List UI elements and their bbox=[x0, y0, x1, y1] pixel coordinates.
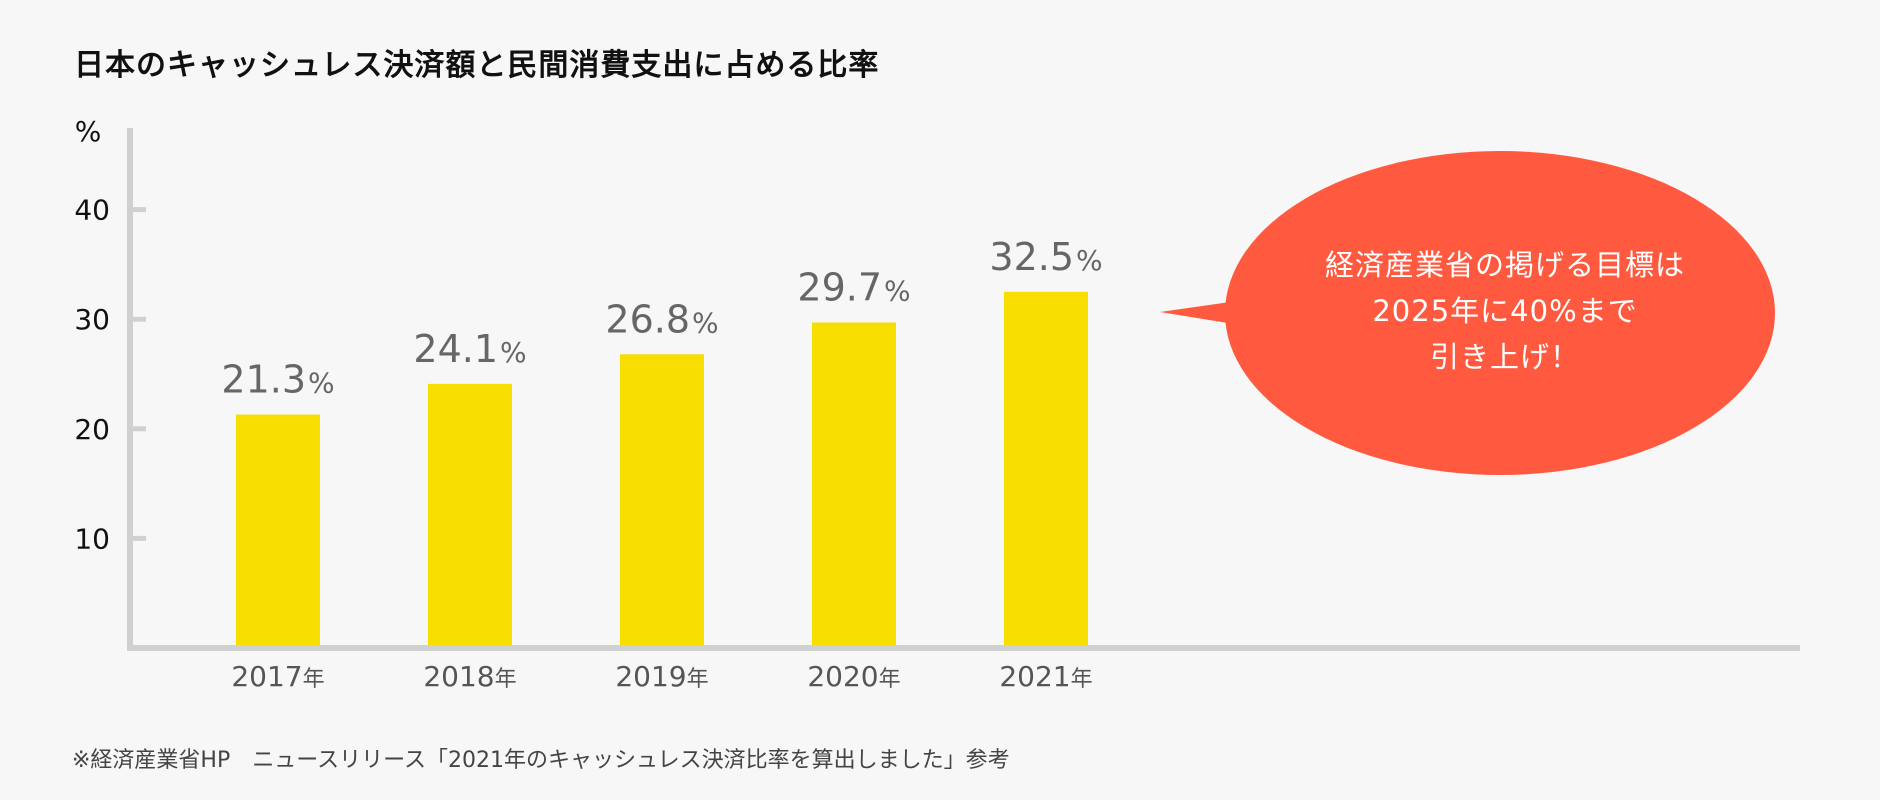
bars-layer bbox=[236, 291, 1088, 648]
bar-2019 bbox=[620, 354, 704, 648]
y-tick-label-10: 10 bbox=[74, 522, 110, 555]
category-label-2021: 2021年 bbox=[999, 660, 1092, 693]
chart-title: 日本のキャッシュレス決済額と民間消費支出に占める比率 bbox=[74, 48, 880, 83]
source-note: ※経済産業省HP ニュースリリース「2021年のキャッシュレス決済比率を算出しま… bbox=[72, 748, 1010, 773]
callout-line-1: 経済産業省の掲げる目標は bbox=[1325, 248, 1685, 282]
category-label-2018: 2018年 bbox=[423, 660, 516, 693]
category-label-2020: 2020年 bbox=[807, 660, 900, 693]
y-tick-label-20: 20 bbox=[74, 413, 110, 446]
value-label-2017: 21.3% bbox=[221, 358, 334, 402]
value-label-2020: 29.7% bbox=[797, 265, 910, 309]
category-label-2017: 2017年 bbox=[231, 660, 324, 693]
value-label-2019: 26.8% bbox=[605, 297, 718, 341]
y-axis-label: % bbox=[75, 115, 102, 148]
bar-2018 bbox=[428, 383, 512, 648]
bar-2020 bbox=[812, 322, 896, 648]
callout-bubble: 経済産業省の掲げる目標は 2025年に40%まで引き上げ！ bbox=[1160, 151, 1775, 475]
value-label-2018: 24.1% bbox=[413, 327, 526, 371]
bar-2017 bbox=[236, 414, 320, 648]
callout-line-3: 引き上げ！ bbox=[1430, 340, 1580, 374]
labels-layer: 21.3% 2017年 24.1% 2018年 26.8% 2019年 29.7% 2020年… bbox=[74, 115, 1102, 693]
callout-ellipse bbox=[1225, 151, 1775, 475]
y-tick-label-40: 40 bbox=[74, 194, 110, 227]
callout-text: 経済産業省の掲げる目標は 2025年に40%まで引き上げ！ bbox=[1325, 248, 1685, 374]
axes-layer bbox=[127, 128, 1800, 651]
y-tick-label-30: 30 bbox=[74, 303, 110, 336]
bar-2021 bbox=[1004, 291, 1088, 648]
callout-pointer bbox=[1160, 300, 1244, 325]
callout-line-2: 2025年に40%まで bbox=[1372, 294, 1637, 328]
value-label-2021: 32.5% bbox=[989, 235, 1102, 279]
category-label-2019: 2019年 bbox=[615, 660, 708, 693]
